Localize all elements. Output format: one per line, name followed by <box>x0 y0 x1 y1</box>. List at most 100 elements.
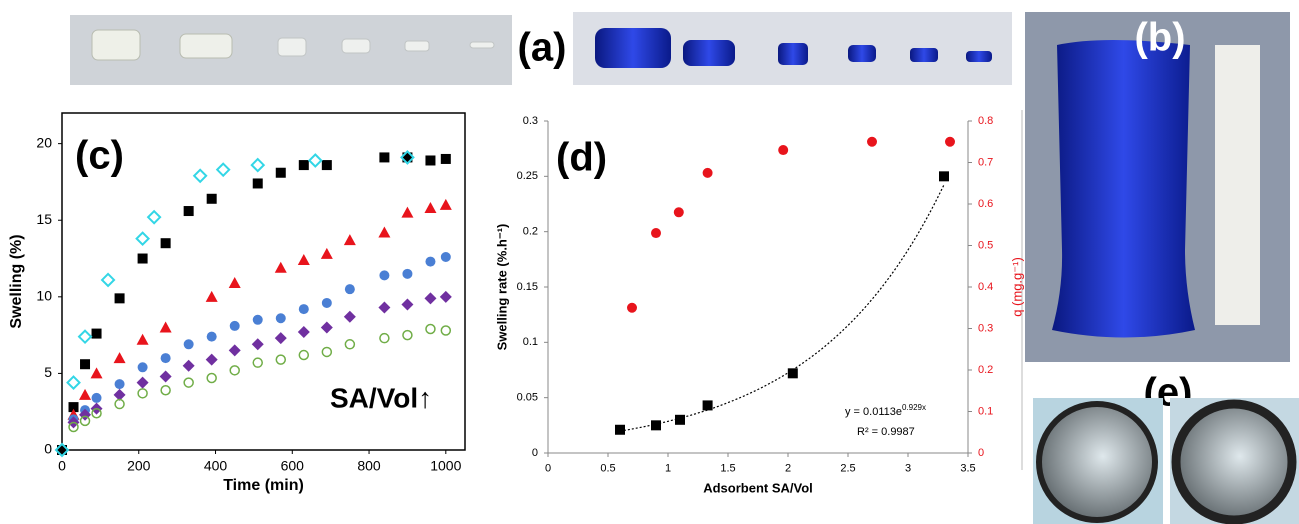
y-tick-label: 10 <box>36 288 52 304</box>
point <box>229 365 240 376</box>
point <box>252 357 263 368</box>
point <box>137 362 148 373</box>
point <box>136 376 149 389</box>
point <box>252 178 263 189</box>
point <box>401 206 414 218</box>
point <box>183 377 194 388</box>
trend-equation-base: y = 0.0113e <box>845 406 902 418</box>
annotation: SA/Vol↑ <box>330 382 432 413</box>
x-tick-label: 400 <box>204 458 228 474</box>
point <box>945 136 955 147</box>
point <box>298 304 309 315</box>
photo-e <box>1033 398 1299 524</box>
x-tick-label: 1.5 <box>720 462 735 474</box>
point <box>57 445 67 455</box>
point <box>215 162 231 178</box>
y-tick-label: 0.3 <box>523 115 538 127</box>
point <box>228 277 241 289</box>
point <box>321 346 333 358</box>
point <box>229 320 240 331</box>
x-tick-label: 200 <box>127 458 151 474</box>
point <box>137 388 148 399</box>
point <box>297 326 310 339</box>
point <box>702 400 713 411</box>
x-tick-label: 0.5 <box>600 462 615 474</box>
y-tick-label: 0.2 <box>523 226 538 238</box>
y2-tick-label: 0.5 <box>978 239 993 251</box>
point <box>77 329 93 345</box>
point <box>425 323 436 335</box>
y2-tick-label: 0.1 <box>978 405 993 417</box>
point <box>79 388 92 400</box>
point <box>675 414 685 425</box>
y-tick-label: 0.1 <box>523 336 538 348</box>
x-tick-label: 600 <box>281 458 305 474</box>
point <box>228 344 241 357</box>
point <box>440 325 452 336</box>
point <box>251 338 264 351</box>
point <box>160 385 171 396</box>
point <box>321 160 332 171</box>
point <box>135 231 151 247</box>
y-tick-label: 0 <box>44 441 52 457</box>
point <box>343 234 356 246</box>
point <box>402 329 413 341</box>
point <box>321 297 332 308</box>
point <box>91 407 102 419</box>
x-axis-label: Adsorbent SA/Vol <box>703 480 813 495</box>
y2-tick-label: 0.4 <box>978 281 993 293</box>
y-tick-label: 15 <box>36 211 52 227</box>
point <box>627 302 637 313</box>
y-tick-label: 5 <box>44 364 52 380</box>
y2-tick-label: 0.3 <box>978 322 993 334</box>
y-axis-label: Swelling rate (%.h⁻¹) <box>494 224 509 351</box>
point <box>275 354 287 365</box>
point <box>113 388 126 401</box>
panel-label: (b) <box>1134 16 1185 60</box>
point <box>79 415 91 427</box>
point <box>424 201 437 213</box>
trend-equation-exp: 0.929x <box>902 403 926 412</box>
point <box>440 153 451 164</box>
point <box>787 368 798 379</box>
point <box>252 314 263 325</box>
point <box>651 228 661 239</box>
point <box>307 153 323 168</box>
point <box>378 301 391 314</box>
point <box>66 375 81 391</box>
x-tick-label: 1 <box>665 462 671 474</box>
trend-r2: R² = 0.9987 <box>857 426 915 438</box>
point <box>68 421 79 433</box>
point <box>401 298 414 311</box>
point <box>159 370 172 383</box>
trendline <box>619 184 945 432</box>
photo-b <box>1025 12 1290 362</box>
x-tick-label: 2.5 <box>840 462 855 474</box>
y2-tick-label: 0 <box>978 447 984 459</box>
x-axis-label: Time (min) <box>223 477 304 494</box>
point <box>400 150 415 165</box>
point <box>320 321 333 334</box>
point <box>192 168 208 184</box>
panel-label: (d) <box>556 136 607 180</box>
point <box>183 206 194 217</box>
point <box>160 353 171 364</box>
point <box>275 313 286 324</box>
x-tick-label: 800 <box>357 458 381 474</box>
point <box>298 160 309 171</box>
point <box>297 254 310 266</box>
point <box>274 332 287 345</box>
point <box>146 209 162 225</box>
point <box>651 420 661 431</box>
x-tick-label: 0 <box>58 458 66 474</box>
y2-tick-label: 0.6 <box>978 198 993 210</box>
point <box>159 321 172 333</box>
point <box>673 207 684 218</box>
point <box>68 402 79 413</box>
x-tick-label: 0 <box>545 462 551 474</box>
point <box>298 349 310 361</box>
point <box>939 171 949 182</box>
y-axis-label: Swelling (%) <box>8 234 25 328</box>
point <box>402 152 413 163</box>
